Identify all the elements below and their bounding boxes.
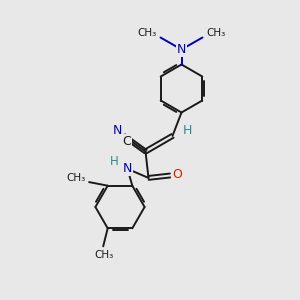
Text: N: N: [123, 162, 132, 175]
Text: H: H: [183, 124, 192, 137]
Text: CH₃: CH₃: [94, 250, 113, 260]
Text: O: O: [172, 168, 182, 182]
Text: C: C: [122, 135, 131, 148]
Text: CH₃: CH₃: [138, 28, 157, 38]
Text: N: N: [177, 43, 186, 56]
Text: N: N: [112, 124, 122, 137]
Text: CH₃: CH₃: [67, 172, 86, 183]
Text: H: H: [110, 155, 118, 168]
Text: CH₃: CH₃: [206, 28, 225, 38]
